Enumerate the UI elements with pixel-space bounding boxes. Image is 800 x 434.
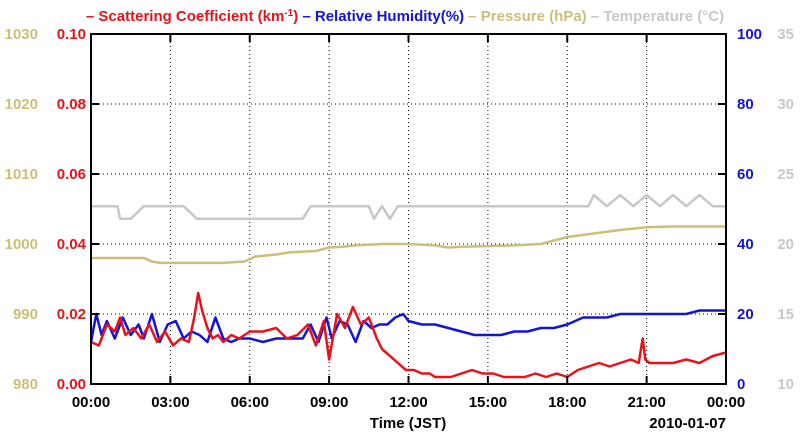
axis-ticks: 00:00 03:00 06:00 09:00 12:00 15:00 18:00 21:00…: [5, 26, 794, 411]
date-label: 2010-01-07: [649, 415, 726, 432]
x-tick-label: 12:00: [389, 394, 427, 411]
humidity-axis-tick-label: 40: [737, 236, 754, 253]
series-line-pressure: [91, 225, 726, 265]
humidity-axis-tick-label: 20: [737, 306, 754, 323]
humidity-axis-tick-label: 60: [737, 166, 754, 183]
temperature-axis-tick-label: 10: [777, 376, 794, 393]
humidity-axis-tick-label: 0: [737, 376, 745, 393]
temperature-axis-tick-label: 35: [777, 26, 794, 43]
humidity-axis-tick-label: 100: [737, 26, 762, 43]
scattering-axis-tick-label: 0.04: [57, 236, 87, 253]
temperature-axis-tick-label: 30: [777, 96, 794, 113]
pressure-axis-tick-label: 1010: [5, 166, 38, 183]
x-tick-label: 00:00: [72, 394, 110, 411]
pressure-axis-tick-label: 1000: [5, 236, 38, 253]
scattering-axis-tick-label: 0.00: [57, 376, 86, 393]
legend-entry: – Pressure (hPa): [468, 8, 586, 25]
temperature-axis-tick-label: 25: [777, 166, 794, 183]
legend-entry: – Temperature (°C): [591, 8, 724, 25]
legend-entries: – Scattering Coefficient (km-1) – Relati…: [86, 8, 724, 26]
pressure-axis-tick-label: 990: [13, 306, 38, 323]
temperature-axis-tick-label: 15: [777, 306, 794, 323]
pressure-axis-tick-label: 1020: [5, 96, 38, 113]
x-tick-label: 00:00: [707, 394, 745, 411]
legend-superscript: -1: [284, 8, 293, 19]
scattering-axis-tick-label: 0.02: [57, 306, 86, 323]
x-tick-label: 06:00: [231, 394, 269, 411]
series-line-scattering: [90, 291, 727, 379]
scattering-axis-tick-label: 0.06: [57, 166, 86, 183]
x-tick-label: 21:00: [627, 394, 665, 411]
x-tick-label: 18:00: [548, 394, 586, 411]
humidity-axis-tick-label: 80: [737, 96, 754, 113]
x-tick-label: 15:00: [469, 394, 507, 411]
legend-entry: – Relative Humidity(%): [302, 8, 464, 25]
legend-entry: – Scattering Coefficient (km: [86, 8, 284, 25]
scattering-axis-tick-label: 0.08: [57, 96, 86, 113]
scattering-axis-tick-label: 0.10: [57, 26, 86, 43]
pressure-axis-tick-label: 980: [13, 376, 38, 393]
series: [89, 193, 727, 379]
temperature-axis-tick-label: 20: [777, 236, 794, 253]
x-tick-label: 03:00: [151, 394, 189, 411]
legend: – Scattering Coefficient (km-1) – Relati…: [86, 8, 724, 26]
legend-entry-tail: ): [293, 8, 298, 25]
series-line-temperature: [91, 193, 726, 221]
x-axis-label: Time (JST): [370, 415, 446, 432]
x-tick-label: 09:00: [310, 394, 348, 411]
pressure-axis-tick-label: 1030: [5, 26, 38, 43]
